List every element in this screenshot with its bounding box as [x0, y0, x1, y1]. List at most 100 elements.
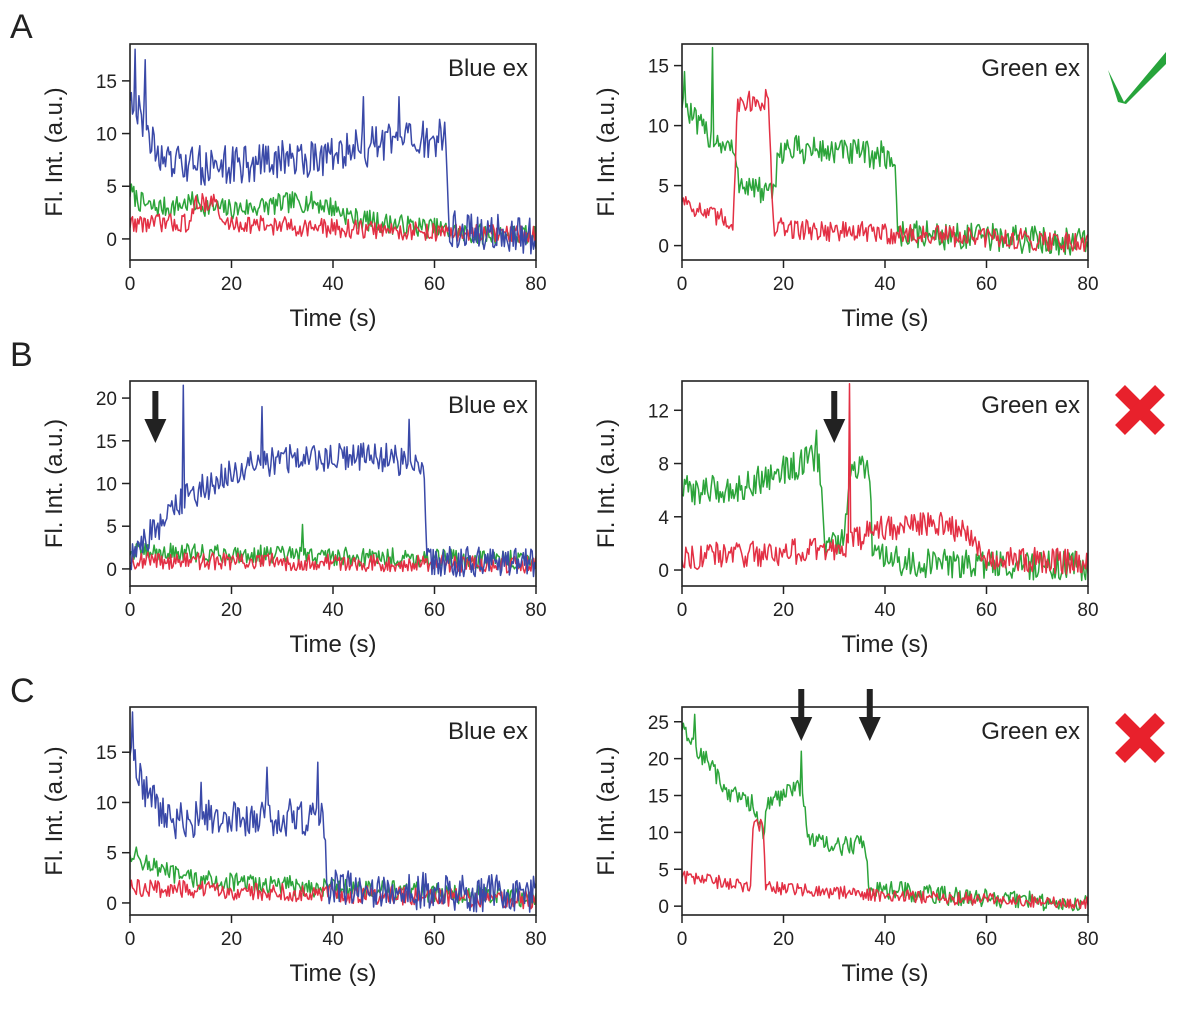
x-axis-label: Time (s) [841, 305, 928, 332]
y-tick-label: 5 [106, 177, 117, 198]
x-tick-label: 0 [125, 274, 136, 295]
y-tick-label: 15 [96, 743, 117, 764]
y-tick-label: 10 [96, 793, 117, 814]
x-tick-label: 40 [322, 274, 343, 295]
x-tick-label: 80 [525, 274, 546, 295]
x-tick-label: 20 [773, 600, 794, 621]
event-arrow-icon [144, 391, 167, 443]
y-tick-label: 15 [648, 787, 669, 808]
x-tick-label: 0 [677, 274, 688, 295]
y-tick-label: 0 [106, 894, 117, 915]
event-arrow-icon [790, 689, 813, 741]
chart-panel-c-right: 0 20 40 60 80 0 5 10 15 20 25 Time (s) Fl. Int. (a.u… [593, 689, 1099, 987]
series-line-red [682, 382, 1088, 575]
y-tick-label: 10 [648, 823, 669, 844]
y-tick-label: 15 [96, 432, 117, 453]
x-tick-label: 60 [976, 274, 997, 295]
event-arrow-icon [823, 391, 846, 443]
x-tick-label: 60 [424, 929, 445, 950]
x-axis-label: Time (s) [289, 960, 376, 987]
y-tick-label: 20 [96, 389, 117, 410]
cross-icon [1115, 385, 1165, 435]
series-line-red [682, 88, 1088, 253]
y-tick-label: 5 [106, 517, 117, 538]
y-axis-label: Fl. Int. (a.u.) [593, 419, 620, 548]
row-label-a: A [10, 8, 33, 46]
x-tick-label: 80 [1077, 274, 1098, 295]
row-label-c: C [10, 672, 35, 710]
chart-panel-b-right: 0 20 40 60 80 0 4 8 12 Time (s) Fl. Int. (a.u.) Gre… [593, 380, 1099, 658]
x-tick-label: 60 [424, 274, 445, 295]
row-label-b: B [10, 336, 33, 374]
y-tick-label: 5 [658, 860, 669, 881]
x-tick-label: 0 [125, 929, 136, 950]
series-line-green [682, 429, 1088, 582]
series-line-blue [130, 711, 536, 913]
y-tick-label: 10 [96, 125, 117, 146]
y-tick-label: 15 [96, 72, 117, 93]
x-axis-label: Time (s) [841, 631, 928, 658]
x-tick-label: 40 [322, 600, 343, 621]
chart-panel-b-left: 0 20 40 60 80 0 5 10 15 20 Time (s) Fl. Int. (a.u.)… [41, 380, 547, 658]
y-tick-label: 20 [648, 750, 669, 771]
cross-icon [1115, 713, 1165, 763]
y-tick-label: 0 [106, 230, 117, 251]
series-line-green [130, 846, 536, 908]
y-tick-label: 0 [658, 561, 669, 582]
y-tick-label: 15 [648, 57, 669, 78]
series-line-red [682, 818, 1088, 910]
series-line-red [130, 193, 536, 244]
x-axis-label: Time (s) [289, 631, 376, 658]
y-axis-label: Fl. Int. (a.u.) [593, 746, 620, 875]
panel-title: Blue ex [448, 718, 528, 745]
y-tick-label: 8 [658, 455, 669, 476]
event-arrow-icon [858, 689, 881, 741]
chart-panel-a-left: 0 20 40 60 80 0 5 10 15 Time (s) Fl. Int. (a.u.) Bl… [41, 43, 547, 332]
x-tick-label: 80 [525, 929, 546, 950]
y-axis-label: Fl. Int. (a.u.) [41, 419, 68, 548]
x-tick-label: 20 [221, 929, 242, 950]
x-axis-label: Time (s) [841, 960, 928, 987]
x-tick-label: 80 [525, 600, 546, 621]
y-tick-label: 4 [658, 508, 669, 529]
series-line-blue [130, 384, 536, 578]
panel-title: Green ex [981, 55, 1080, 82]
y-tick-label: 0 [658, 237, 669, 258]
x-tick-label: 0 [125, 600, 136, 621]
x-tick-label: 0 [677, 600, 688, 621]
x-tick-label: 20 [221, 274, 242, 295]
panel-title: Blue ex [448, 392, 528, 419]
y-axis-label: Fl. Int. (a.u.) [41, 746, 68, 875]
panel-title: Blue ex [448, 55, 528, 82]
x-tick-label: 60 [424, 600, 445, 621]
y-axis-label: Fl. Int. (a.u.) [41, 87, 68, 216]
x-tick-label: 40 [874, 929, 895, 950]
y-tick-label: 10 [648, 117, 669, 138]
y-tick-label: 0 [658, 897, 669, 918]
x-tick-label: 20 [773, 274, 794, 295]
y-tick-label: 5 [106, 844, 117, 865]
x-tick-label: 80 [1077, 929, 1098, 950]
x-tick-label: 40 [874, 600, 895, 621]
x-tick-label: 40 [322, 929, 343, 950]
y-tick-label: 0 [106, 560, 117, 581]
series-line-green [130, 523, 536, 570]
x-tick-label: 0 [677, 929, 688, 950]
panel-title: Green ex [981, 392, 1080, 419]
x-tick-label: 60 [976, 929, 997, 950]
series-line-blue [130, 48, 536, 255]
x-tick-label: 80 [1077, 600, 1098, 621]
y-tick-label: 25 [648, 713, 669, 734]
chart-panel-a-right: 0 20 40 60 80 0 5 10 15 Time (s) Fl. Int. (a.u.) Gr… [593, 43, 1099, 332]
y-tick-label: 5 [658, 177, 669, 198]
y-axis-label: Fl. Int. (a.u.) [593, 87, 620, 216]
check-icon [1108, 52, 1166, 104]
panel-title: Green ex [981, 718, 1080, 745]
series-line-green [682, 46, 1088, 256]
chart-panel-c-left: 0 20 40 60 80 0 5 10 15 Time (s) Fl. Int. (a.u.) Bl… [41, 706, 547, 987]
x-tick-label: 60 [976, 600, 997, 621]
y-tick-label: 10 [96, 475, 117, 496]
y-tick-label: 12 [648, 401, 669, 422]
x-tick-label: 20 [221, 600, 242, 621]
